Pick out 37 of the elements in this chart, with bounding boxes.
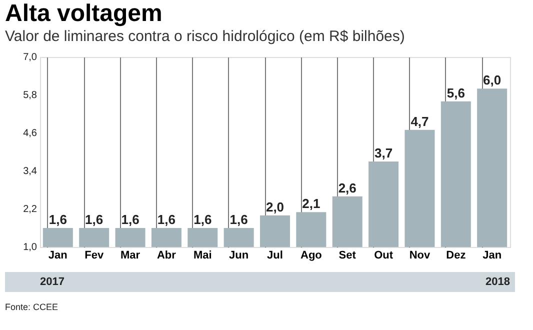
y-tick-label: 1,0	[23, 242, 38, 253]
x-tick-label: Jan	[482, 250, 502, 262]
data-label: 3,7	[374, 146, 393, 160]
y-tick-label: 7,0	[23, 52, 38, 63]
y-tick-label: 4,6	[23, 128, 38, 139]
source-note: Fonte: CCEE	[5, 302, 58, 312]
data-label: 2,1	[302, 196, 320, 212]
data-label: 1,6	[230, 212, 248, 227]
data-label: 5,6	[446, 85, 465, 100]
data-label: 4,7	[410, 114, 429, 129]
y-tick-label: 3,4	[23, 166, 38, 177]
data-label: 1,6	[157, 212, 176, 227]
data-label: 1,6	[48, 212, 67, 227]
data-label: 2,6	[338, 180, 356, 196]
y-tick-label: 5,8	[23, 90, 38, 101]
x-tick-label: Nov	[409, 250, 431, 262]
x-tick-label: Jan	[48, 250, 68, 262]
x-tick-label: Set	[338, 250, 356, 262]
x-tick-label: Mar	[120, 250, 141, 262]
x-tick-label: Abr	[156, 250, 177, 262]
text: 2018	[486, 276, 510, 288]
data-label: 1,6	[85, 212, 104, 227]
x-tick-label: Jun	[229, 250, 249, 262]
data-label: 1,6	[194, 212, 212, 227]
x-tick-label: Jul	[267, 250, 283, 262]
x-tick-label: Dez	[446, 250, 466, 262]
data-label: 1,6	[121, 212, 140, 227]
chart-title: Alta voltagem	[5, 0, 162, 27]
chart-subtitle: Valor de liminares contra o risco hidrológico (em R$ bilhões)	[5, 28, 405, 45]
text: 2017	[40, 276, 64, 288]
x-tick-label: Out	[374, 250, 394, 262]
x-tick-label: Fev	[84, 250, 104, 262]
x-tick-label: Ago	[300, 250, 322, 262]
data-label: 6,0	[483, 72, 502, 88]
x-tick-label: Mai	[193, 250, 212, 262]
y-tick-label: 2,2	[23, 204, 38, 215]
data-label: 2,0	[266, 199, 284, 214]
